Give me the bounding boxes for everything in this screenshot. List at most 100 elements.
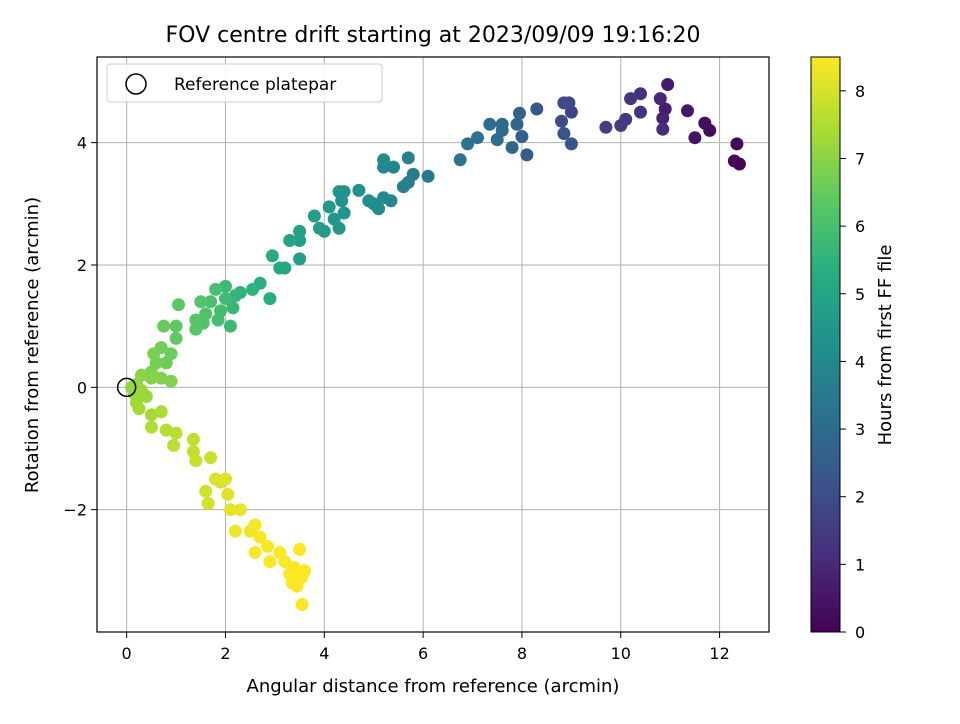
data-point xyxy=(228,289,242,303)
data-point xyxy=(167,438,181,452)
data-point xyxy=(483,117,497,131)
legend-box xyxy=(106,63,383,103)
plot-frame xyxy=(96,56,770,633)
colorbar-tick-label: 3 xyxy=(855,420,865,439)
data-point xyxy=(265,249,279,263)
colorbar-label: Hours from first FF file xyxy=(875,245,896,446)
data-point xyxy=(293,234,307,247)
data-point xyxy=(261,539,274,553)
data-point xyxy=(453,153,467,167)
data-point xyxy=(248,518,262,532)
data-point xyxy=(233,503,247,517)
data-point xyxy=(169,426,183,440)
data-point xyxy=(288,561,302,575)
x-tick-label: 10 xyxy=(611,644,631,663)
y-axis-label: Rotation from reference (arcmin) xyxy=(22,197,43,493)
data-point xyxy=(219,292,232,306)
data-point xyxy=(298,564,311,578)
data-point xyxy=(396,180,410,194)
data-point xyxy=(147,347,161,361)
data-point xyxy=(555,114,568,128)
colorbar-tick-label: 7 xyxy=(855,149,865,168)
data-point xyxy=(144,371,158,385)
data-point xyxy=(505,141,519,154)
data-point xyxy=(599,120,613,134)
data-point xyxy=(253,530,267,544)
y-tick-label: 0 xyxy=(77,378,87,397)
data-point xyxy=(246,282,260,296)
data-point xyxy=(312,221,326,235)
reference-platepar-marker xyxy=(116,377,137,398)
data-point xyxy=(471,131,484,145)
data-point xyxy=(194,295,208,309)
data-point xyxy=(204,451,218,465)
data-point xyxy=(154,371,168,385)
colorbar-tick-label: 1 xyxy=(855,555,865,574)
data-point xyxy=(159,423,173,437)
data-point xyxy=(144,420,158,434)
data-point xyxy=(159,356,173,370)
data-point xyxy=(557,127,571,140)
data-point xyxy=(352,183,366,197)
colorbar-tick-label: 8 xyxy=(855,82,865,101)
data-point xyxy=(273,261,287,275)
data-point xyxy=(307,209,321,223)
y-axis-ticks: −2 0 2 4 xyxy=(63,134,97,520)
data-point xyxy=(164,374,178,388)
data-point xyxy=(377,191,391,205)
legend-reference-marker xyxy=(125,73,147,95)
x-tick-label: 2 xyxy=(220,644,230,663)
data-point xyxy=(228,524,242,538)
data-point xyxy=(656,111,670,125)
data-point xyxy=(219,472,232,486)
colorbar-tick-label: 6 xyxy=(855,217,865,236)
data-point xyxy=(278,555,292,569)
data-point xyxy=(169,319,183,333)
data-point xyxy=(221,487,235,501)
x-tick-label: 12 xyxy=(709,644,729,663)
data-point xyxy=(520,148,534,162)
data-point xyxy=(201,497,215,510)
data-point xyxy=(614,119,628,132)
data-point xyxy=(510,117,524,131)
colorbar-tick-label: 0 xyxy=(855,623,865,642)
data-point xyxy=(226,301,240,315)
data-point xyxy=(290,579,304,593)
colorbar-tick-label: 4 xyxy=(855,352,865,371)
colorbar-tick-label: 5 xyxy=(855,285,865,304)
data-point xyxy=(653,92,667,106)
x-axis-label: Angular distance from reference (arcmin) xyxy=(247,676,620,697)
data-point xyxy=(698,116,712,130)
data-point xyxy=(157,319,171,333)
data-point xyxy=(557,96,571,110)
data-point xyxy=(515,130,529,143)
data-point xyxy=(169,331,183,345)
data-point xyxy=(172,298,185,312)
x-tick-label: 6 xyxy=(418,644,428,663)
data-point xyxy=(727,154,741,168)
y-tick-label: −2 xyxy=(63,501,87,520)
colorbar-gradient xyxy=(810,56,841,633)
data-point xyxy=(263,292,277,306)
data-point xyxy=(263,555,277,569)
data-point xyxy=(564,137,578,151)
data-point xyxy=(144,408,158,422)
data-point xyxy=(189,313,203,327)
data-point xyxy=(293,252,307,266)
data-point xyxy=(661,78,675,91)
data-point xyxy=(634,87,647,101)
data-point xyxy=(204,295,218,309)
data-point xyxy=(337,206,351,220)
data-point xyxy=(634,105,647,119)
data-point xyxy=(186,432,200,446)
data-point xyxy=(219,279,232,293)
scatter-points xyxy=(116,78,746,611)
data-point xyxy=(189,454,203,468)
x-tick-label: 4 xyxy=(319,644,329,663)
data-point xyxy=(681,104,694,118)
data-point xyxy=(387,160,400,174)
data-point xyxy=(211,313,225,327)
data-point xyxy=(322,200,336,214)
data-point xyxy=(377,153,391,167)
